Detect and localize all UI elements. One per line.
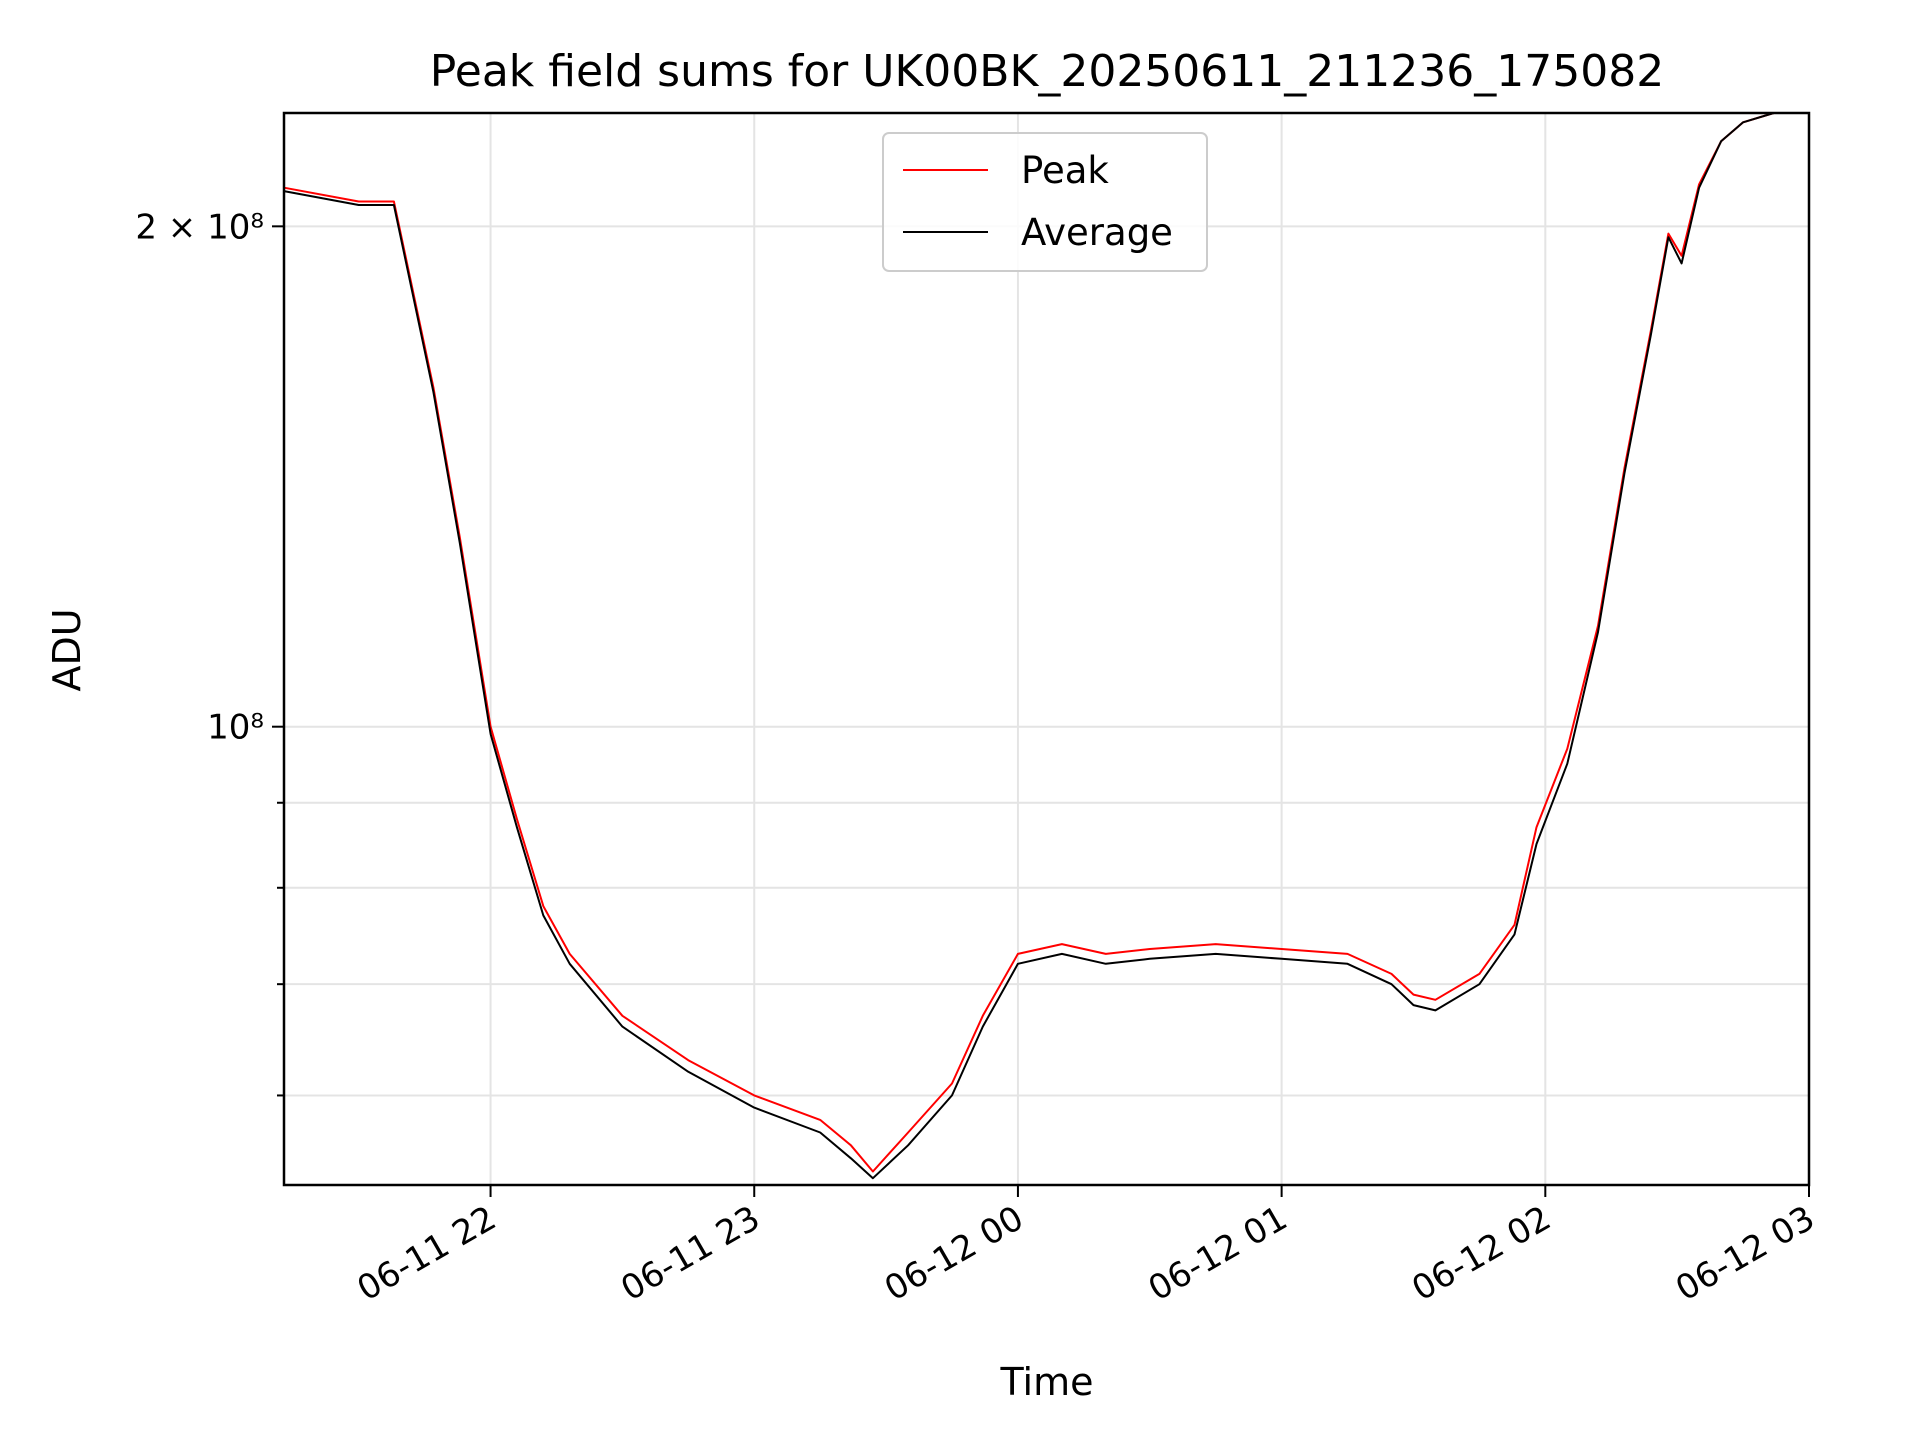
legend-box — [882, 132, 1208, 272]
y-axis: 2 × 10⁸ 10⁸ — [135, 207, 284, 1097]
y-tick-label: 10⁸ — [207, 708, 264, 748]
x-axis-label: Time — [1000, 1360, 1094, 1404]
plot-frame — [282, 111, 1811, 1187]
legend-label-peak: Peak — [1021, 149, 1109, 192]
legend-label-average: Average — [1021, 211, 1173, 254]
legend: Peak Average — [882, 132, 1208, 272]
series-line-average — [283, 112, 1809, 1180]
grid — [284, 113, 1809, 1185]
series-layer — [283, 112, 1809, 1180]
y-tick-label: 2 × 10⁸ — [135, 207, 264, 247]
y-axis-label: ADU — [45, 608, 89, 691]
chart-title: Peak field sums for UK00BK_20250611_2112… — [430, 46, 1664, 97]
